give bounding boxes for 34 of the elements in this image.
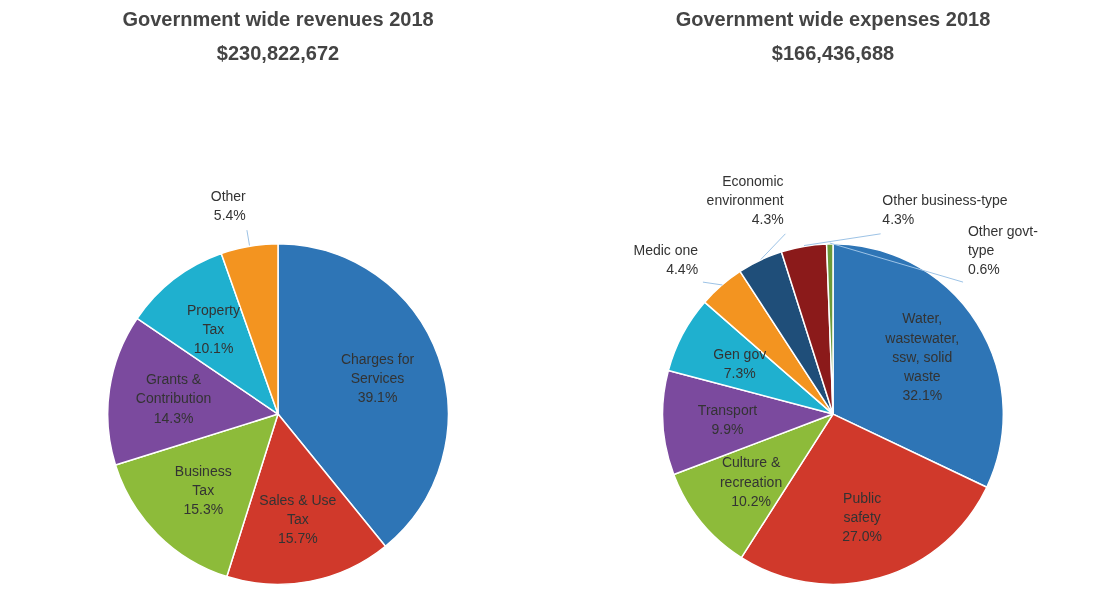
- slice-label: Gen gov: [713, 346, 767, 363]
- data-label: 39.1%: [357, 389, 398, 406]
- slice-label: Other govt- type: [967, 222, 1039, 259]
- data-label: 4.3%: [882, 211, 915, 228]
- slice-label: Public safety: [843, 489, 882, 526]
- data-label: 10.2%: [731, 492, 771, 509]
- slice-label: Other business-type: [882, 191, 1008, 208]
- data-label: 10.1%: [193, 340, 234, 357]
- slice-label: Other: [210, 188, 247, 205]
- data-label: 27.0%: [842, 528, 882, 545]
- data-label: 7.3%: [723, 365, 756, 382]
- slice-label: Economic environment: [706, 172, 784, 208]
- data-label: 15.7%: [277, 530, 318, 547]
- data-label: 4.3%: [751, 211, 784, 228]
- slice-label: Grants & Contribution: [135, 371, 212, 407]
- chart-title: Government wide revenues 2018: [122, 7, 434, 30]
- chart-subtitle: $230,822,672: [216, 41, 340, 64]
- slice-label: Sales & Use Tax: [259, 492, 337, 528]
- slice-label: Property Tax: [187, 302, 240, 338]
- slice-label: Charges for Services: [340, 351, 415, 387]
- data-label: 15.3%: [183, 500, 224, 517]
- data-label: 5.4%: [213, 207, 246, 224]
- data-label: 9.9%: [711, 421, 744, 438]
- data-label: 0.6%: [967, 261, 1000, 278]
- data-label: 32.1%: [902, 387, 943, 404]
- slice-label: Business Tax: [174, 462, 232, 498]
- data-label: 14.3%: [153, 409, 194, 426]
- data-label: 4.4%: [666, 261, 699, 278]
- slice-label: Water, wastewater, ssw, solid waste: [884, 310, 960, 385]
- slice-label: Medic one: [633, 242, 699, 259]
- chart-title: Government wide expenses 2018: [675, 7, 991, 30]
- slice-label: Culture & recreation: [719, 454, 783, 490]
- chart-subtitle: $166,436,688: [771, 41, 895, 64]
- slice-label: Transport: [697, 402, 758, 419]
